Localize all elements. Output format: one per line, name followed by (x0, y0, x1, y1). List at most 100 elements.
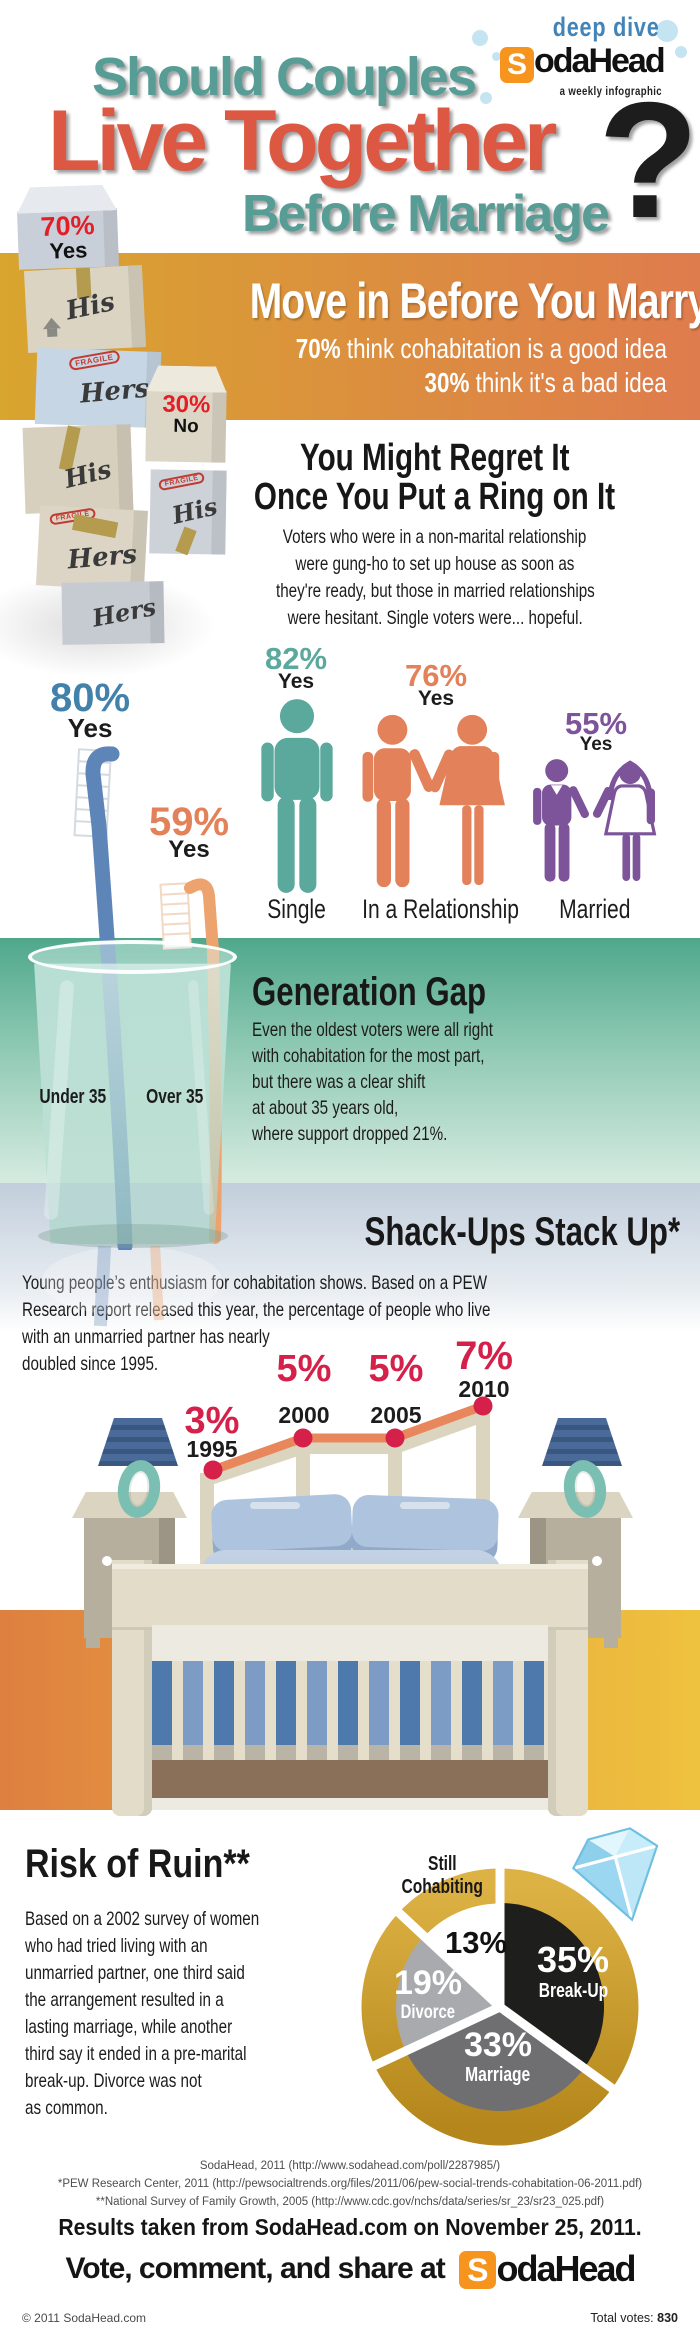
generation-body-line: with cohabitation for the most part, (252, 1045, 485, 1067)
bubble-icon (656, 20, 678, 42)
married-pct: 55% (564, 706, 628, 741)
box-no-label: No (173, 415, 199, 438)
single-label: Single (267, 894, 327, 924)
diamond-icon (572, 1827, 659, 1922)
box-top-face (147, 365, 227, 392)
pie-breakup: 35% Break-Up (518, 1939, 628, 2002)
box-yes-label: Yes (49, 237, 88, 264)
bubble-icon (492, 52, 501, 61)
single-pct: 82% (264, 641, 328, 676)
box-30-no: 30% No (145, 389, 226, 463)
banner-title: Move in Before You Marry (185, 272, 700, 330)
sodahead-wordmark: odaHead (496, 2248, 636, 2289)
regret-heading-line2: Once You Put a Ring on It (254, 476, 616, 518)
this-side-up-icon (46, 328, 58, 338)
relationship-pct: 76% (404, 658, 468, 693)
generation-body-line: where support dropped 21%. (252, 1123, 448, 1145)
copyright: © 2011 SodaHead.com (22, 2311, 147, 2325)
tape-icon (175, 526, 197, 556)
source-line: *PEW Research Center, 2011 (http://pewso… (57, 2178, 643, 2190)
brand-tagline: a weekly infographic (559, 84, 662, 98)
glass-base-shadow (38, 1224, 228, 1248)
risk-body-line: Based on a 2002 survey of women (25, 1908, 260, 1930)
total-votes: Total votes: 830 (590, 2311, 678, 2325)
risk-body-line: who had tried living with an (25, 1935, 208, 1957)
pie-breakup-label: Break-Up (538, 1980, 608, 2002)
couple-icon (362, 714, 505, 888)
banner-stat-bad: 30% think it's a bad idea (364, 367, 667, 399)
single-person-icon (261, 699, 333, 893)
banner-good-text: think cohabitation is a good idea (346, 333, 667, 364)
glass-rim (28, 940, 237, 974)
source-line: SodaHead, 2011 (http://www.sodahead.com/… (199, 2160, 501, 2172)
pie-divorce: 19% Divorce (378, 1966, 478, 2022)
relationship-label: In a Relationship (362, 894, 520, 924)
pie-divorce-label: Divorce (400, 2002, 456, 2023)
pillow-highlight (400, 1502, 450, 1509)
box-his-3: FRAGILE His (149, 469, 227, 556)
bubble-icon (480, 92, 492, 104)
point-year-2010: 2010 (458, 1376, 510, 1402)
footboard (112, 1560, 588, 1820)
moving-boxes-stack: 70% Yes His FRAGILE Hers His 30% No (0, 150, 240, 680)
bubble-icon (640, 104, 650, 114)
generation-heading: Generation Gap (252, 970, 487, 1014)
banner-stat-good: 70% think cohabitation is a good idea (203, 333, 667, 365)
sodahead-s-icon: S (500, 47, 535, 83)
banner-good-pct: 70% (295, 333, 341, 364)
box-hers-3: Hers (61, 581, 165, 645)
ring-pie-chart (361, 1857, 639, 2146)
married-label: Married (559, 894, 631, 924)
point-pct-1995: 3% (184, 1400, 240, 1442)
risk-body-line: the arrangement resulted in a (25, 1989, 224, 2011)
box-hers-label: Hers (78, 373, 151, 410)
point-pct-2000: 5% (276, 1348, 332, 1390)
pie-cohabiting-pct: 13% (444, 1925, 508, 1960)
regret-body-line: they're ready, but those in married rela… (275, 580, 595, 602)
lamp-right-icon (542, 1418, 622, 1521)
married-couple-icon (533, 759, 657, 882)
glass (34, 963, 231, 1244)
point-pct-2005: 5% (368, 1348, 424, 1390)
fragile-stamp: FRAGILE (157, 471, 206, 492)
box-his-label: His (63, 286, 118, 327)
box-hers-2: FRAGILE Hers (35, 505, 149, 591)
risk-heading: Risk of Ruin** (25, 1842, 250, 1886)
title-line3: Before Marriage (242, 185, 610, 243)
sodahead-s-icon: S (459, 2251, 497, 2289)
risk-body-line: third say it ended in a pre-marital (25, 2043, 247, 2065)
total-votes-value: 830 (657, 2311, 678, 2325)
glass-reflection (42, 1246, 222, 1316)
shackups-body-line: Research report released this year, the … (22, 1299, 491, 1321)
point-pct-2010: 7% (455, 1334, 513, 1378)
box-his-2: His (22, 424, 134, 514)
pie-marriage-pct: 33% (463, 2026, 533, 2064)
pie-divorce-pct: 19% (393, 1964, 463, 2002)
drawer-knob (102, 1556, 112, 1566)
lamp-left-icon (98, 1418, 178, 1521)
cohabitation-line-chart (203, 1396, 493, 1480)
risk-body-line: unmarried partner, one third said (25, 1962, 245, 1984)
relationship-yes: Yes (417, 687, 455, 710)
shackups-body-line: doubled since 1995. (22, 1353, 159, 1375)
pie-breakup-pct: 35% (536, 1939, 610, 1980)
box-his-1: His (23, 264, 147, 354)
box-hers-1: FRAGILE Hers (34, 347, 162, 429)
bubble-icon (675, 46, 687, 58)
shackups-body-line: with an unmarried partner has nearly (22, 1326, 270, 1348)
over35-pct: 59% (148, 800, 230, 844)
pie-marriage: 33% Marriage (438, 2028, 558, 2085)
generation-body-line: but there was a clear shift (252, 1071, 426, 1093)
regret-body-line: Voters who were in a non-marital relatio… (283, 526, 587, 548)
over35-label: Over 35 (146, 1086, 204, 1108)
box-hers-label: Hers (66, 539, 139, 576)
generation-body-line: at about 35 years old, (252, 1097, 399, 1119)
box-70-yes: 70% Yes (17, 208, 119, 270)
regret-heading-line1: You Might Regret It (300, 437, 570, 479)
source-line: **National Survey of Family Growth, 2005… (95, 2196, 605, 2208)
box-top-face (16, 184, 117, 213)
